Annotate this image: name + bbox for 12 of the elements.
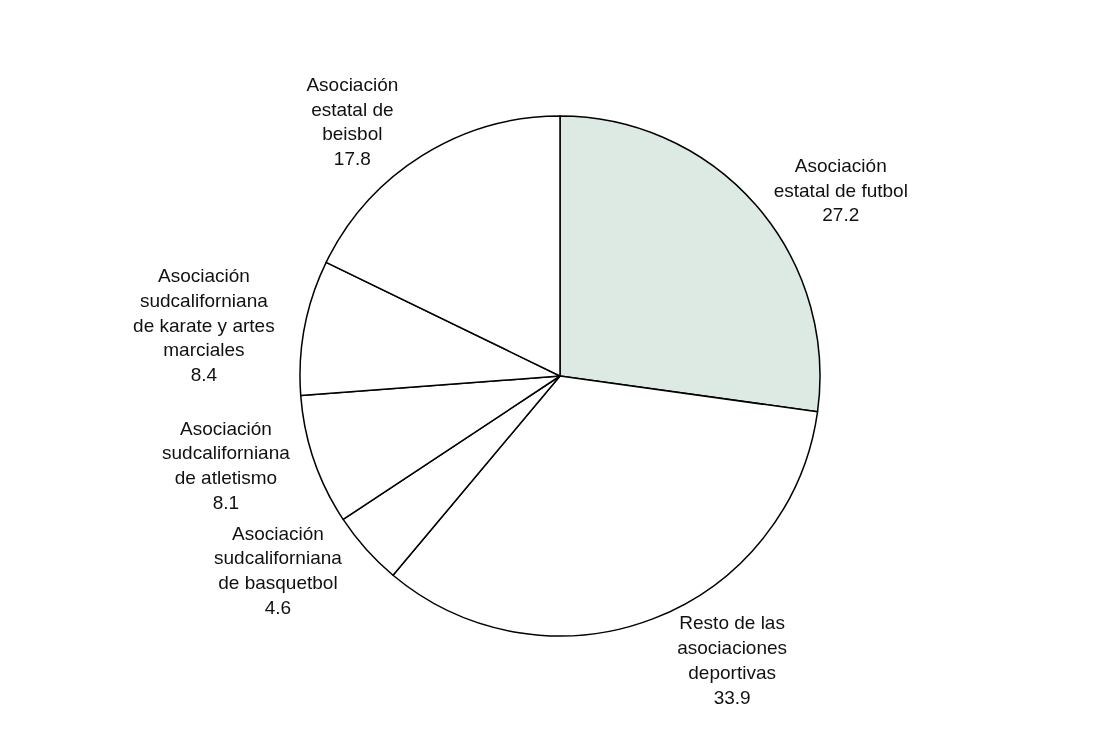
slice-label: Asociación sudcaliforniana de karate y artes marciales [133, 265, 275, 361]
slice-label: Asociación sudcaliforniana de atletismo [162, 417, 291, 489]
data-label: 8.1 [212, 491, 240, 513]
data-label: 27.2 [822, 204, 860, 226]
data-label: 8.4 [190, 364, 218, 386]
data-label: 17.8 [333, 147, 371, 169]
slice-label: Asociación sudcaliforniana de basquetbol [214, 522, 343, 594]
slice-label: Asociación estatal de futbol [773, 154, 908, 201]
slice-label: Asociación estatal de beisbol [306, 73, 399, 145]
data-label: 33.9 [713, 686, 751, 708]
slice-label: Resto de las asociaciones deportivas [677, 612, 788, 683]
data-label: 4.6 [264, 596, 292, 618]
